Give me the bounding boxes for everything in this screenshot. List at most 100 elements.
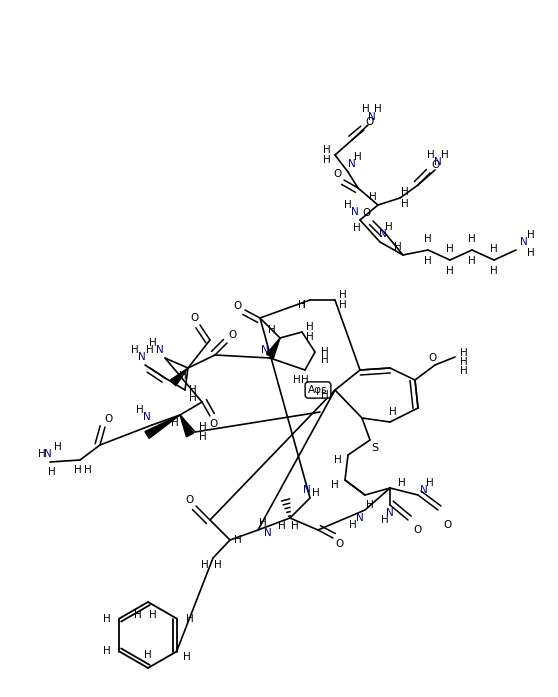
- Text: H: H: [446, 244, 454, 254]
- Text: H: H: [354, 152, 362, 162]
- Text: H: H: [136, 405, 144, 415]
- Text: H: H: [490, 266, 498, 276]
- Text: H: H: [389, 407, 397, 417]
- Text: N: N: [434, 157, 442, 167]
- Text: H: H: [381, 515, 389, 525]
- Text: O: O: [334, 169, 342, 179]
- Text: H: H: [366, 500, 374, 510]
- Text: H: H: [278, 521, 286, 531]
- Text: H: H: [149, 338, 157, 348]
- Polygon shape: [145, 415, 180, 438]
- Text: H: H: [424, 256, 432, 266]
- Text: H: H: [182, 652, 190, 661]
- Text: O: O: [104, 414, 112, 424]
- Text: Aφs: Aφs: [308, 385, 328, 395]
- Text: H: H: [353, 223, 361, 233]
- Text: H: H: [344, 200, 352, 210]
- Text: H: H: [527, 230, 535, 240]
- Text: H: H: [331, 480, 339, 490]
- Text: H: H: [424, 234, 432, 244]
- Text: H: H: [171, 418, 179, 428]
- Text: H: H: [134, 610, 142, 620]
- Text: H: H: [369, 192, 377, 202]
- Text: O: O: [191, 313, 199, 323]
- Text: O: O: [210, 419, 218, 429]
- Text: H: H: [401, 187, 409, 197]
- Text: N: N: [351, 207, 359, 217]
- Text: H: H: [339, 300, 347, 310]
- Text: H: H: [146, 345, 154, 355]
- Text: H: H: [468, 234, 476, 244]
- Text: H: H: [189, 385, 197, 395]
- Text: H: H: [446, 266, 454, 276]
- Text: H: H: [214, 560, 222, 570]
- Text: H: H: [323, 155, 331, 165]
- Text: H: H: [312, 488, 320, 498]
- Text: N: N: [368, 112, 376, 122]
- Text: H: H: [144, 650, 152, 660]
- Text: H: H: [306, 322, 314, 332]
- Text: H: H: [298, 300, 306, 310]
- Text: N: N: [303, 485, 311, 495]
- Text: N: N: [420, 485, 428, 495]
- Text: H: H: [48, 467, 56, 477]
- Text: N: N: [520, 237, 528, 247]
- Text: H: H: [401, 199, 409, 209]
- Text: O: O: [429, 353, 437, 363]
- Text: H: H: [490, 244, 498, 254]
- Text: H: H: [468, 256, 476, 266]
- Polygon shape: [170, 368, 188, 386]
- Text: N: N: [386, 508, 394, 518]
- Text: H: H: [460, 348, 468, 358]
- Text: H: H: [199, 432, 207, 442]
- Text: O: O: [444, 520, 452, 530]
- Text: H: H: [321, 347, 329, 357]
- Text: H: H: [291, 521, 299, 531]
- Polygon shape: [267, 338, 280, 358]
- Text: H: H: [149, 610, 157, 620]
- Text: H: H: [527, 248, 535, 258]
- Text: N: N: [138, 352, 146, 362]
- Text: O: O: [229, 330, 237, 340]
- Text: H: H: [131, 345, 139, 355]
- Text: N: N: [348, 159, 356, 169]
- Text: H: H: [189, 393, 197, 403]
- Text: H: H: [268, 325, 276, 335]
- Text: H: H: [103, 647, 110, 657]
- Text: H: H: [460, 366, 468, 376]
- Text: O: O: [336, 539, 344, 549]
- Text: H: H: [339, 290, 347, 300]
- Text: H: H: [334, 455, 342, 465]
- Text: O: O: [366, 117, 374, 127]
- Text: H: H: [427, 150, 435, 160]
- Text: O: O: [414, 525, 422, 535]
- Text: N: N: [379, 229, 387, 239]
- Text: H: H: [54, 442, 62, 452]
- Text: H: H: [323, 145, 331, 155]
- Text: O: O: [234, 301, 242, 311]
- Text: H: H: [398, 478, 406, 488]
- Text: H: H: [426, 478, 434, 488]
- Text: H: H: [74, 465, 82, 475]
- Text: H: H: [321, 390, 329, 400]
- Text: N: N: [44, 449, 52, 459]
- Text: H: H: [441, 150, 449, 160]
- Text: H: H: [298, 300, 306, 310]
- Text: H: H: [362, 104, 370, 114]
- Text: H: H: [321, 355, 329, 365]
- Text: O: O: [363, 208, 371, 218]
- Text: H: H: [349, 520, 357, 530]
- Text: N: N: [356, 513, 364, 523]
- Text: H: H: [394, 242, 402, 252]
- Text: O: O: [432, 160, 440, 170]
- Text: N: N: [264, 528, 272, 538]
- Text: H: H: [306, 332, 314, 342]
- Polygon shape: [180, 415, 194, 437]
- Text: N: N: [156, 345, 164, 355]
- Text: N: N: [261, 345, 269, 355]
- Text: N: N: [143, 412, 151, 422]
- Text: O: O: [186, 495, 194, 505]
- Text: H: H: [374, 104, 382, 114]
- Text: H: H: [385, 222, 393, 232]
- Text: H: H: [234, 535, 242, 545]
